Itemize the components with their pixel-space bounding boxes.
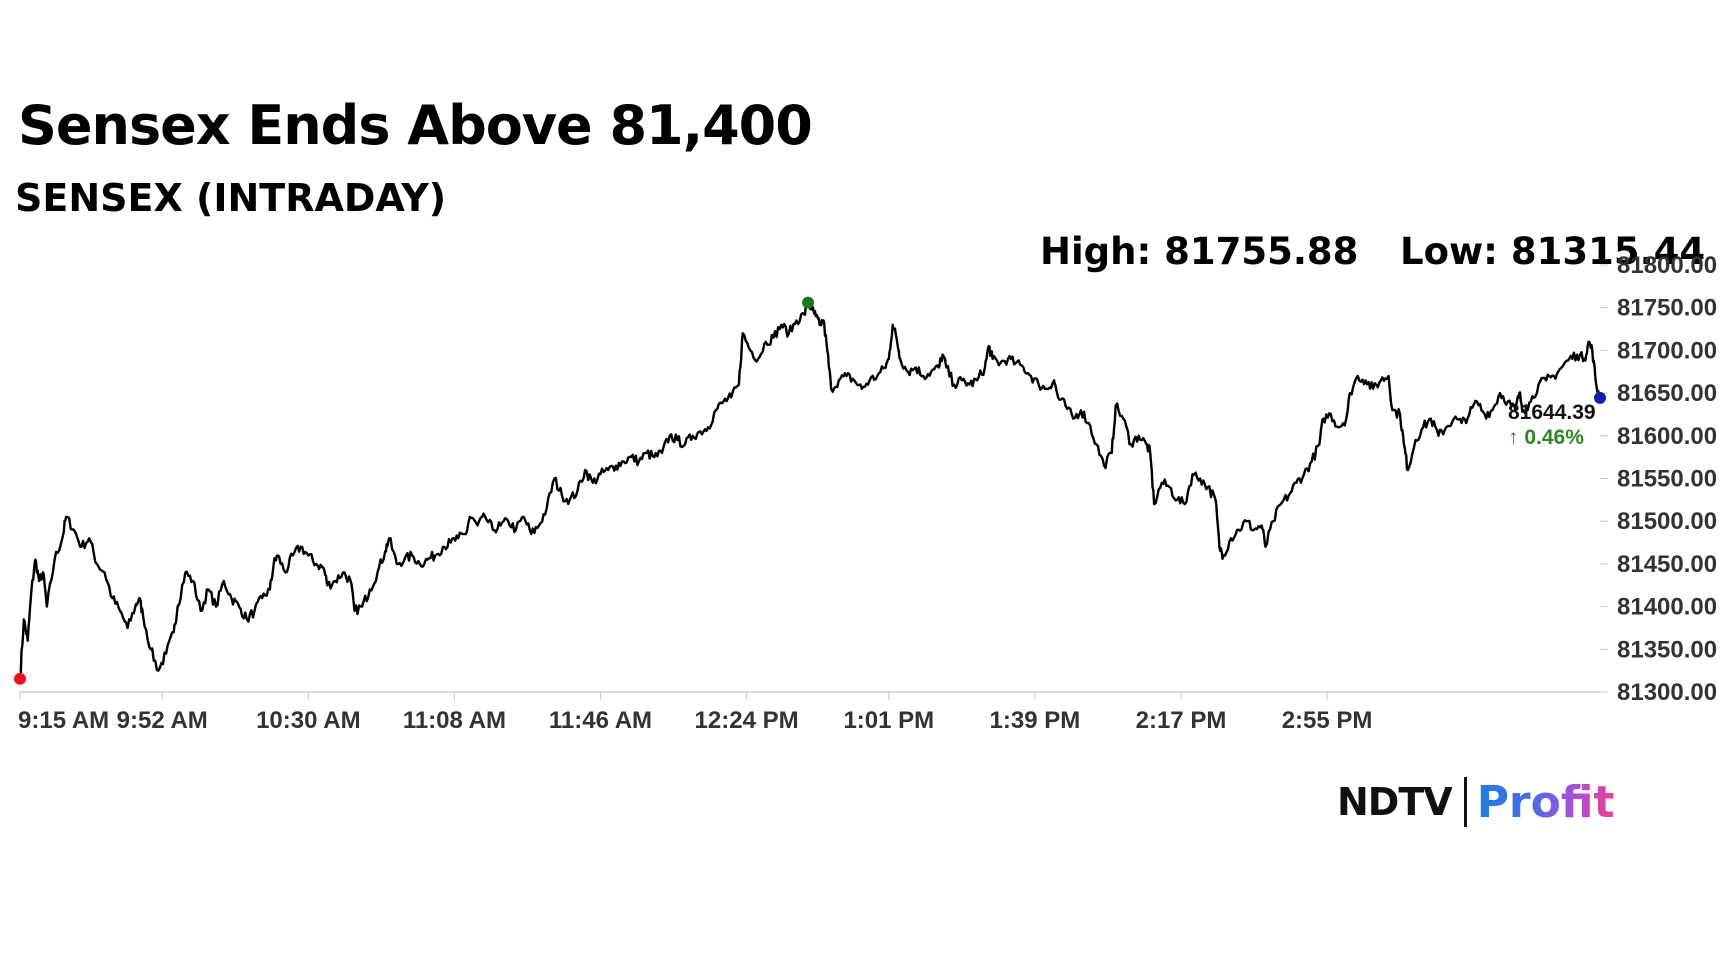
y-tick-label: 81800.00 xyxy=(1617,252,1717,279)
x-tick-label: 10:30 AM xyxy=(256,707,360,734)
day-high-stat: High: 81755.88 xyxy=(1040,230,1359,273)
y-tick-label: 81750.00 xyxy=(1617,295,1717,322)
x-tick-label: 12:24 PM xyxy=(695,707,799,734)
y-tick-label: 81500.00 xyxy=(1617,508,1717,535)
y-tick-label: 81350.00 xyxy=(1617,636,1717,663)
x-tick-label: 1:01 PM xyxy=(843,707,934,734)
price-line xyxy=(18,301,1602,680)
x-tick-label: 2:17 PM xyxy=(1136,707,1227,734)
x-tick-label: 9:52 AM xyxy=(117,707,208,734)
page-title: Sensex Ends Above 81,400 xyxy=(18,94,813,157)
x-tick-label: 2:55 PM xyxy=(1282,707,1373,734)
x-axis-ticks: 9:15 AM 9:52 AM 10:30 AM 11:08 AM 11:46 AM 12… xyxy=(18,692,1372,734)
last-price-change: ↑ 0.46% xyxy=(1508,426,1584,449)
y-tick-label: 81700.00 xyxy=(1617,337,1717,364)
day-low-marker xyxy=(14,672,26,685)
chart-subtitle: SENSEX (INTRADAY) xyxy=(15,176,447,220)
logo-ndtv-text: NDTV xyxy=(1337,780,1453,824)
x-tick-label: 11:46 AM xyxy=(549,707,652,734)
ndtv-profit-logo: NDTV Profit xyxy=(1337,774,1615,830)
y-tick-label: 81400.00 xyxy=(1617,594,1717,621)
y-tick-label: 81650.00 xyxy=(1617,380,1717,407)
last-price-marker xyxy=(1594,391,1606,404)
x-tick-label: 1:39 PM xyxy=(990,707,1081,734)
x-tick-label: 11:08 AM xyxy=(403,707,506,734)
day-low-stat: Low: 81315.44 xyxy=(1400,230,1706,273)
y-tick-label: 81600.00 xyxy=(1617,423,1717,450)
y-tick-label: 81550.00 xyxy=(1617,466,1717,493)
day-high-marker xyxy=(802,296,815,309)
y-tick-label: 81300.00 xyxy=(1617,679,1717,706)
y-tick-label: 81450.00 xyxy=(1617,551,1717,578)
logo-divider xyxy=(1463,777,1467,827)
x-tick-label: 9:15 AM xyxy=(18,707,109,734)
last-price-value: 81644.39 xyxy=(1508,401,1596,424)
logo-profit-text: Profit xyxy=(1476,776,1615,828)
y-axis-ticks: 81300.00 81350.00 81400.00 81450.00 81500.00… xyxy=(1600,252,1717,706)
